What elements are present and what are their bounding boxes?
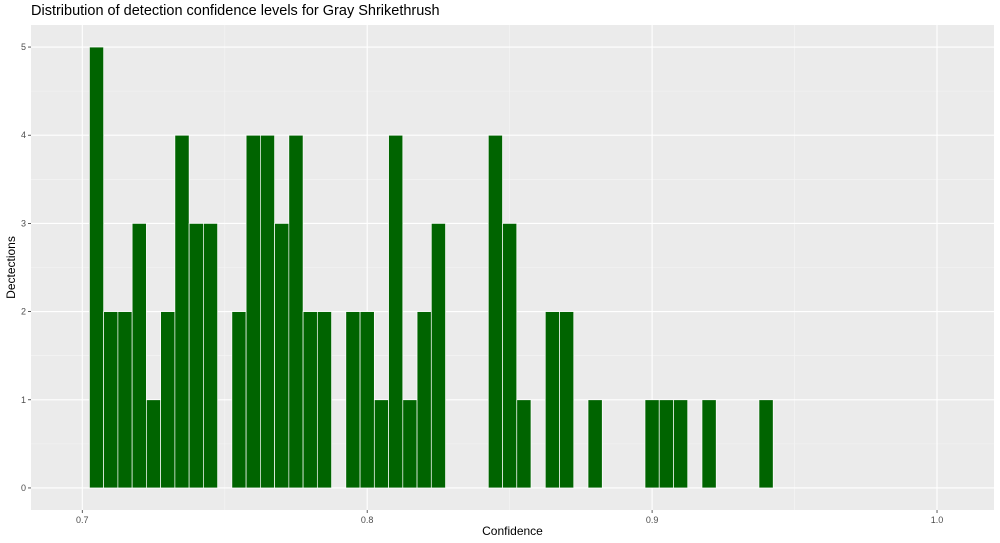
histogram-bar xyxy=(559,311,575,489)
x-tick-label: 0.8 xyxy=(361,515,374,525)
histogram-bar xyxy=(416,311,432,489)
histogram-bar xyxy=(544,311,560,489)
x-tick-label: 0.7 xyxy=(76,515,89,525)
histogram-bar xyxy=(701,399,717,489)
histogram-bar xyxy=(644,399,660,489)
bars xyxy=(89,46,774,489)
x-axis-ticks: 0.7 0.8 0.9 1.0 xyxy=(76,510,943,525)
histogram-bar xyxy=(288,134,304,489)
histogram-bar xyxy=(274,223,290,489)
histogram-bar xyxy=(203,223,218,489)
histogram-bar xyxy=(388,134,404,489)
y-axis-ticks: 0 1 2 3 4 5 xyxy=(21,42,31,493)
y-tick-label: 5 xyxy=(21,42,26,52)
y-tick-label: 2 xyxy=(21,307,26,317)
histogram-bar xyxy=(260,134,275,489)
histogram-bar xyxy=(587,399,603,489)
histogram-bar xyxy=(673,399,689,489)
histogram-bar xyxy=(316,311,332,489)
histogram-bar xyxy=(103,311,119,489)
histogram-bar xyxy=(188,223,204,489)
x-axis-title: Confidence xyxy=(482,524,543,538)
histogram-bar xyxy=(245,134,261,489)
histogram-bar xyxy=(430,223,446,489)
histogram-bar xyxy=(345,311,361,489)
y-tick-label: 3 xyxy=(21,218,26,228)
histogram-bar xyxy=(131,223,147,489)
histogram-bar xyxy=(373,399,389,489)
histogram-bar xyxy=(502,223,518,489)
histogram-bar xyxy=(231,311,247,489)
x-tick-label: 0.9 xyxy=(646,515,659,525)
histogram-bar xyxy=(487,134,503,489)
histogram-bar xyxy=(658,399,674,489)
chart-title: Distribution of detection confidence lev… xyxy=(31,3,440,19)
histogram-bar xyxy=(516,399,532,489)
histogram-bar xyxy=(174,134,190,489)
histogram-bar xyxy=(89,46,105,489)
histogram-bar xyxy=(758,399,774,489)
y-tick-label: 0 xyxy=(21,483,26,493)
histogram-bar xyxy=(302,311,318,489)
x-tick-label: 1.0 xyxy=(931,515,944,525)
y-axis-title: Dectections xyxy=(4,236,18,299)
y-tick-label: 4 xyxy=(21,130,26,140)
histogram-bar xyxy=(402,399,418,489)
histogram-bar xyxy=(117,311,133,489)
histogram-bar xyxy=(146,399,161,489)
histogram-bar xyxy=(359,311,375,489)
y-tick-label: 1 xyxy=(21,395,26,405)
histogram-bar xyxy=(160,311,176,489)
